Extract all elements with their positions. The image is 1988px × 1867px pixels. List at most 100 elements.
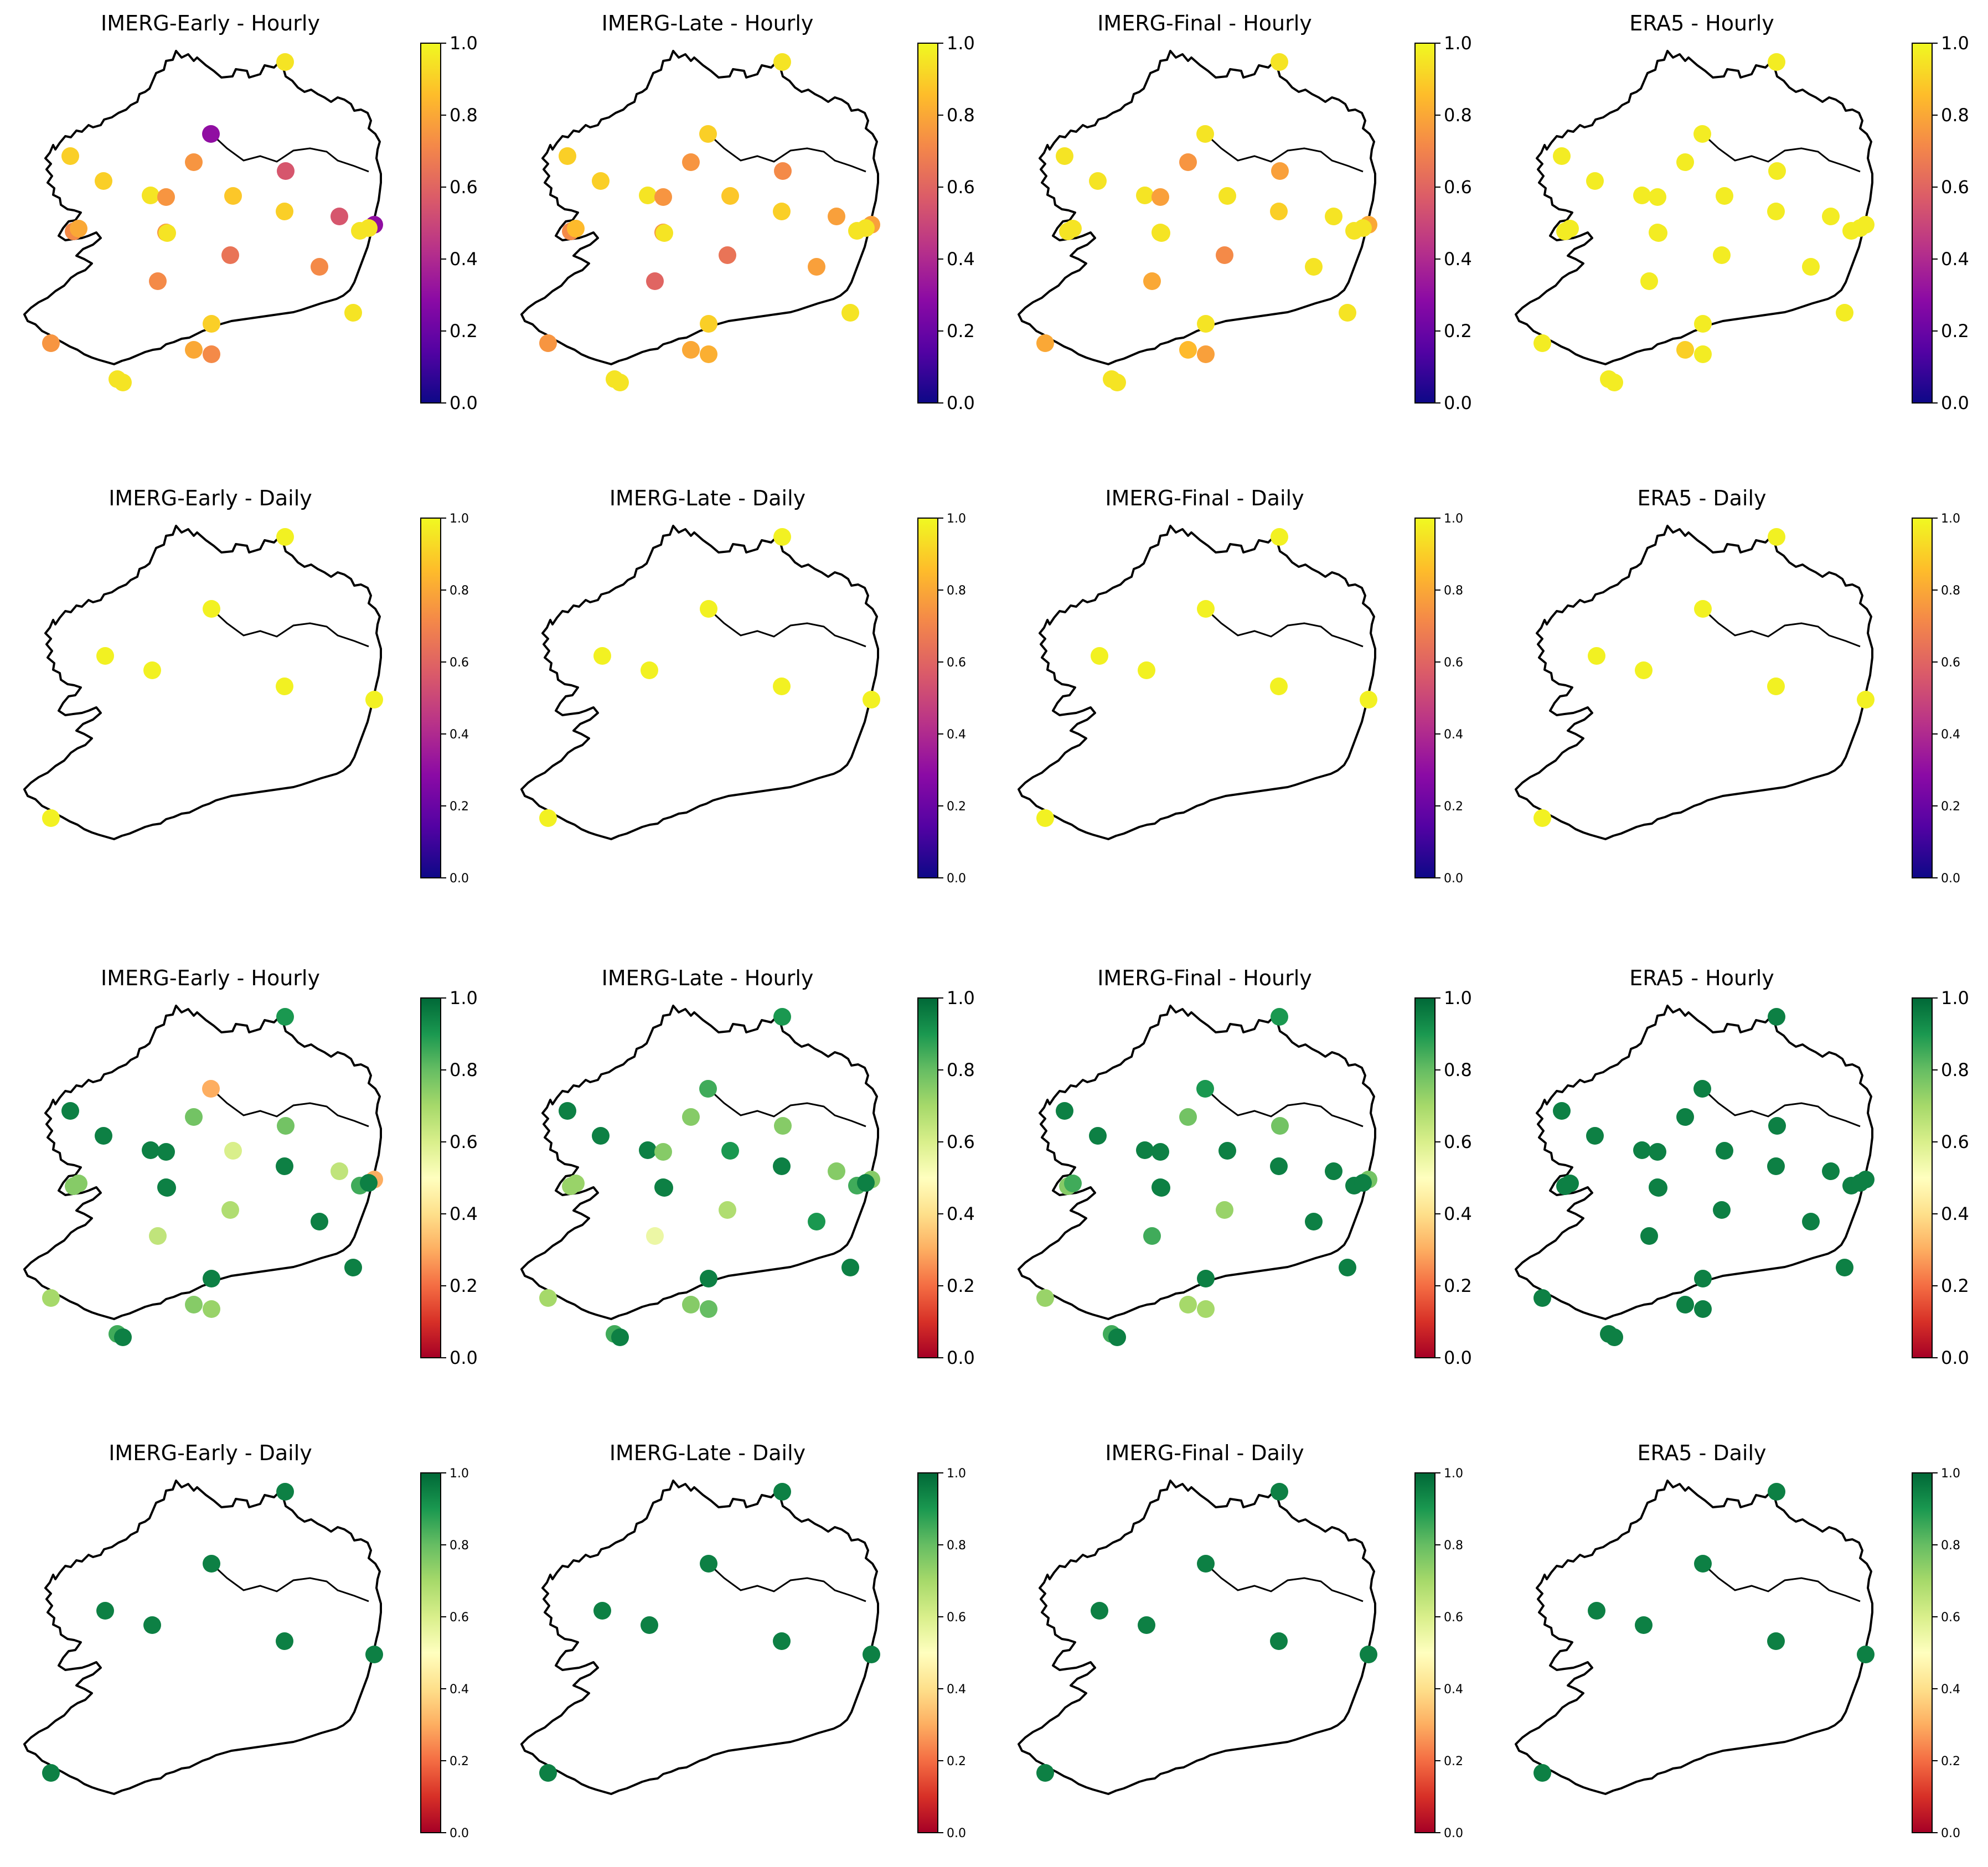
station-point bbox=[1767, 1157, 1785, 1175]
station-point bbox=[1339, 1259, 1356, 1276]
ireland-outline bbox=[23, 50, 382, 365]
colorbar-tick-label: 0.6 bbox=[1444, 656, 1463, 670]
station-point bbox=[1036, 809, 1054, 827]
station-point bbox=[682, 1108, 700, 1126]
colorbar-tick-label: 0.4 bbox=[450, 249, 478, 270]
station-point bbox=[1633, 1141, 1651, 1159]
station-point bbox=[721, 1142, 739, 1160]
map-panel: IMERG-Final - Hourly 0.0 0.2 0.4 0.6 0.8 1.0 bbox=[994, 955, 1490, 1392]
colorbar-tick-label: 0.0 bbox=[1941, 872, 1960, 886]
station-point bbox=[70, 1175, 87, 1192]
ireland-outline bbox=[520, 1005, 879, 1320]
station-point bbox=[276, 528, 294, 546]
station-point bbox=[142, 187, 159, 204]
station-point bbox=[203, 600, 220, 618]
map-panel: IMERG-Late - Hourly 0.0 0.2 0.4 0.6 0.8 1.0 bbox=[497, 955, 993, 1392]
map-plot: 0.0 0.2 0.4 0.6 0.8 1.0 bbox=[1018, 1467, 1463, 1840]
map-panel: ERA5 - Daily 0.0 0.2 0.4 0.6 0.8 1.0 bbox=[1491, 475, 1987, 912]
station-point bbox=[360, 219, 378, 237]
station-point bbox=[1197, 315, 1215, 333]
ireland-outline bbox=[1018, 1480, 1376, 1795]
station-point bbox=[1197, 600, 1215, 618]
station-point bbox=[1152, 188, 1169, 206]
station-point bbox=[114, 374, 132, 391]
station-point bbox=[1143, 272, 1161, 290]
colorbar-tick-label: 0.8 bbox=[450, 584, 469, 598]
station-point bbox=[773, 203, 791, 220]
colorbar-tick-label: 0.0 bbox=[947, 392, 975, 413]
station-point bbox=[700, 345, 717, 363]
station-point bbox=[1676, 1108, 1694, 1126]
station-point bbox=[682, 153, 700, 171]
station-point bbox=[360, 1174, 378, 1192]
colorbar-tick-label: 0.4 bbox=[947, 1203, 975, 1224]
station-point bbox=[1196, 125, 1214, 143]
station-point bbox=[344, 1259, 362, 1276]
station-point bbox=[654, 188, 672, 206]
station-point bbox=[1533, 1289, 1551, 1307]
station-point bbox=[1649, 1143, 1666, 1161]
station-point bbox=[559, 1102, 576, 1120]
colorbar bbox=[917, 43, 938, 404]
colorbar-tick-label: 0.6 bbox=[1444, 177, 1472, 198]
station-point bbox=[1339, 304, 1356, 322]
colorbar-tick-label: 0.0 bbox=[450, 1827, 469, 1840]
border-line bbox=[708, 1563, 866, 1602]
station-point bbox=[1640, 272, 1658, 290]
map-panel: IMERG-Late - Daily 0.0 0.2 0.4 0.6 0.8 1.0 bbox=[497, 475, 993, 912]
panel-title: IMERG-Late - Daily bbox=[609, 1441, 806, 1465]
station-point bbox=[1767, 1632, 1785, 1650]
colorbar-tick-label: 0.2 bbox=[947, 320, 975, 342]
colorbar-tick-label: 1.0 bbox=[1941, 33, 1969, 54]
station-point bbox=[224, 1142, 242, 1160]
station-point bbox=[1325, 208, 1342, 225]
station-point bbox=[1640, 1227, 1658, 1245]
colorbar-tick-label: 0.4 bbox=[947, 249, 975, 270]
panel-title: IMERG-Early - Hourly bbox=[101, 11, 320, 35]
station-point bbox=[700, 315, 717, 333]
map-plot: 0.0 0.2 0.4 0.6 0.8 1.0 bbox=[23, 33, 478, 413]
station-point bbox=[70, 220, 87, 237]
colorbar bbox=[420, 1472, 441, 1833]
station-point bbox=[1271, 162, 1289, 180]
map-panel: IMERG-Early - Daily 0.0 0.2 0.4 0.6 0.8 1.0 bbox=[0, 475, 495, 912]
station-point bbox=[1713, 1201, 1731, 1219]
station-point bbox=[149, 272, 167, 290]
colorbar-tick-label: 0.8 bbox=[1444, 1539, 1463, 1553]
station-point bbox=[277, 162, 295, 180]
colorbar-tick-label: 1.0 bbox=[450, 987, 478, 1009]
station-point bbox=[277, 1117, 295, 1135]
station-point bbox=[857, 1174, 875, 1192]
colorbar-tick-label: 1.0 bbox=[1444, 512, 1463, 526]
station-point bbox=[1216, 1201, 1233, 1219]
map-plot: 0.0 0.2 0.4 0.6 0.8 1.0 bbox=[520, 1467, 966, 1840]
colorbar-tick-label: 0.6 bbox=[1941, 656, 1960, 670]
station-point bbox=[1851, 1174, 1869, 1192]
station-point bbox=[1605, 1328, 1623, 1346]
station-point bbox=[1768, 1008, 1785, 1026]
station-point bbox=[593, 1602, 611, 1620]
station-point bbox=[1197, 1270, 1215, 1287]
colorbar-tick-label: 1.0 bbox=[947, 987, 975, 1009]
border-line bbox=[210, 1088, 369, 1128]
colorbar-tick-label: 0.4 bbox=[947, 728, 966, 742]
colorbar-tick-label: 0.8 bbox=[947, 1059, 975, 1080]
colorbar-tick-label: 0.6 bbox=[947, 1131, 975, 1152]
station-point bbox=[1605, 374, 1623, 391]
station-point bbox=[773, 1157, 791, 1175]
station-point bbox=[773, 53, 791, 71]
station-point bbox=[42, 809, 60, 827]
station-point bbox=[682, 1296, 700, 1313]
station-point bbox=[1586, 172, 1604, 190]
station-point bbox=[641, 1616, 658, 1634]
station-point bbox=[773, 1483, 791, 1501]
station-point bbox=[276, 1483, 294, 1501]
colorbar-tick-label: 0.0 bbox=[1444, 1347, 1472, 1368]
colorbar-tick-label: 0.8 bbox=[947, 105, 975, 126]
station-point bbox=[42, 334, 60, 352]
colorbar-tick-label: 0.0 bbox=[450, 392, 478, 413]
colorbar-tick-label: 1.0 bbox=[450, 1467, 469, 1481]
ireland-outline bbox=[1018, 1005, 1376, 1320]
station-point bbox=[1650, 1179, 1667, 1197]
